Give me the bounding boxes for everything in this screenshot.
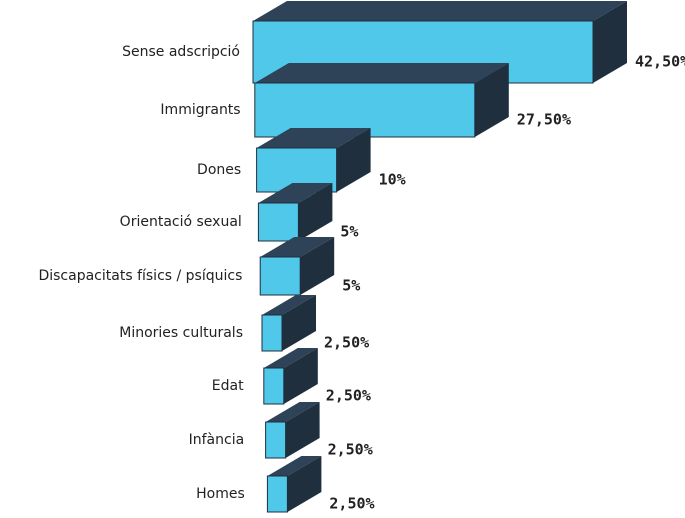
value-label: 2,50% [329,495,374,513]
x-tick-label: Orientació sexual [120,214,242,230]
bar-top [260,237,335,257]
x-tick-label: Discapacitats físics / psíquics [38,268,242,284]
bar-end [336,128,371,192]
bar [259,256,301,296]
bar-end [287,456,322,512]
x-tick-label: Immigrants [160,102,240,118]
bar [263,367,285,405]
bar-top [253,1,627,21]
value-label: 5% [340,223,358,241]
bar-top [262,295,316,315]
bar [265,421,287,459]
x-tick-label: Sense adscripció [122,44,240,60]
bar-top [265,402,320,422]
value-label: 5% [342,277,360,295]
bar [257,202,299,242]
x-tick-label: Edat [212,378,244,394]
bar-end [474,63,509,137]
x-tick-label: Infància [189,432,245,448]
bar-end [300,237,335,295]
bar-top [258,183,333,203]
value-label: 10% [379,171,406,189]
bar-top [254,63,509,83]
bar-end [282,295,316,351]
bar [266,475,288,513]
value-label: 2,50% [328,441,373,459]
bar-top [267,456,322,476]
value-label: 2,50% [324,334,369,352]
bar-end [298,183,333,241]
bar [261,314,283,352]
value-label: 27,50% [517,111,571,129]
bar-top [263,348,318,368]
bar-top [256,128,371,148]
x-tick-label: Homes [196,486,245,502]
value-label: 2,50% [326,387,371,405]
x-tick-label: Minories culturals [119,325,243,341]
x-tick-label: Dones [197,162,241,178]
bar-end [285,402,320,458]
bar-end [283,348,318,404]
bar-end [593,1,627,83]
value-label: 42,50% [635,53,685,71]
